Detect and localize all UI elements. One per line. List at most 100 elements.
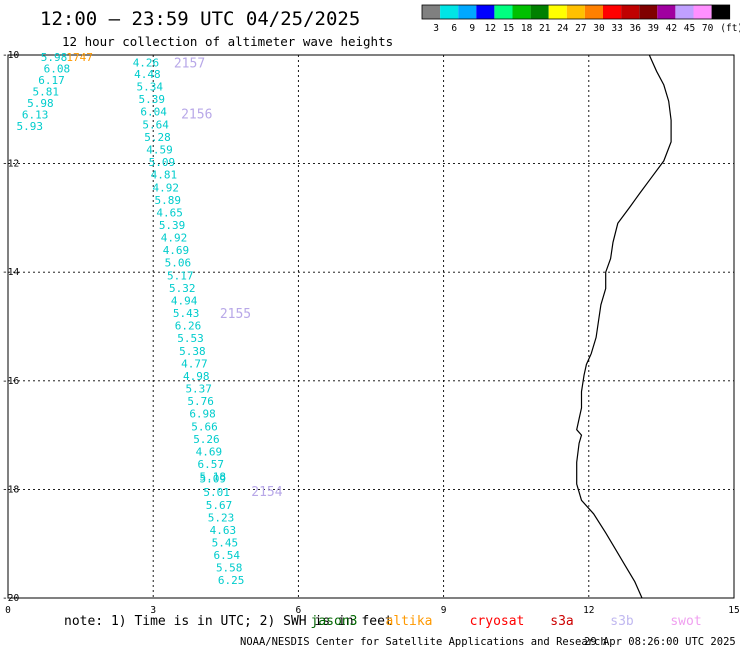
x-tick-label: 0 bbox=[5, 605, 11, 616]
pass-annotations: 2157 2156 2155 2154 bbox=[174, 57, 283, 500]
colorbar-label: 6 bbox=[451, 23, 457, 34]
satellite-legend-item: cryosat bbox=[470, 614, 525, 629]
wave-height-label: 4.81 bbox=[151, 168, 178, 181]
page-subtitle: 12 hour collection of altimeter wave hei… bbox=[62, 34, 393, 49]
wave-height-label: 6.08 bbox=[44, 63, 71, 76]
wave-height-label: 6.54 bbox=[214, 549, 241, 562]
colorbar-label: 30 bbox=[593, 23, 605, 34]
wave-height-label: 5.18 bbox=[199, 470, 226, 483]
colorbar-swatch bbox=[621, 5, 640, 19]
wave-height-label: 6.57 bbox=[198, 458, 225, 471]
footer-credit: NOAA/NESDIS Center for Satellite Applica… bbox=[240, 636, 607, 648]
colorbar-swatch bbox=[584, 5, 603, 19]
colorbar-label: 15 bbox=[503, 23, 514, 34]
colorbar-swatch bbox=[566, 5, 585, 19]
wave-height-label: 6.04 bbox=[140, 105, 167, 118]
wave-height-label: 5.09 bbox=[149, 156, 176, 169]
pass-number-label: 2157 bbox=[174, 57, 205, 72]
colorbar-label: 18 bbox=[521, 23, 533, 34]
x-tick-label: 6 bbox=[296, 605, 302, 616]
wave-height-label: 5.76 bbox=[187, 395, 214, 408]
grid-lines bbox=[8, 55, 734, 598]
wave-height-label: 4.26 bbox=[133, 57, 160, 70]
wave-height-label: 5.28 bbox=[144, 131, 171, 144]
wave-height-label: 5.89 bbox=[154, 194, 181, 207]
wave-height-label: 5.38 bbox=[179, 345, 206, 358]
footer-timestamp: 29 Apr 08:26:00 UTC 2025 bbox=[584, 636, 736, 648]
wave-height-label: 4.69 bbox=[196, 445, 223, 458]
wave-height-label: 5.45 bbox=[212, 537, 239, 550]
wave-height-label: 5.98 bbox=[27, 97, 54, 110]
colorbar-swatch bbox=[548, 5, 567, 19]
wave-height-label: 4.48 bbox=[134, 68, 161, 81]
x-tick-label: 3 bbox=[150, 605, 156, 616]
wave-height-label: 6.17 bbox=[38, 74, 65, 87]
colorbar-swatch bbox=[711, 5, 730, 19]
wave-height-label: 1747 bbox=[66, 51, 93, 64]
wave-height-label: 5.37 bbox=[185, 382, 212, 395]
wave-height-label: 4.69 bbox=[163, 244, 190, 257]
y-tick-label: -12 bbox=[2, 159, 19, 170]
axis-ticks: 0 3 6 9 12 15 -10 -12 -14 -16 -18 -20 bbox=[2, 50, 740, 616]
colorbar-label: 42 bbox=[666, 23, 677, 34]
satellite-legend-item: s3b bbox=[610, 614, 634, 629]
pass-number-label: 2156 bbox=[181, 108, 212, 123]
wave-height-label: 4.65 bbox=[156, 206, 183, 219]
x-tick-label: 15 bbox=[728, 605, 739, 616]
y-tick-label: -18 bbox=[2, 484, 19, 495]
wave-height-label: 4.59 bbox=[146, 143, 173, 156]
colorbar-label: 27 bbox=[575, 23, 586, 34]
colorbar-swatch bbox=[675, 5, 694, 19]
satellite-legend-item: jason3 bbox=[311, 614, 358, 629]
colorbar-swatch bbox=[458, 5, 477, 19]
colorbar-swatch bbox=[422, 5, 441, 19]
wave-height-label: 5.32 bbox=[169, 282, 196, 295]
colorbar-label: 39 bbox=[648, 23, 660, 34]
wave-height-label: 5.06 bbox=[165, 256, 192, 269]
wave-height-label: 5.81 bbox=[33, 85, 60, 98]
wave-height-label: 5.66 bbox=[191, 420, 218, 433]
satellite-legend-item: altika bbox=[386, 614, 433, 629]
data-marks: 6.086.175.815.986.135.935.98 1747 4.264.48… bbox=[17, 51, 245, 587]
x-tick-label: 12 bbox=[583, 605, 594, 616]
pass-number-label: 2155 bbox=[220, 307, 251, 322]
wave-height-label: 5.93 bbox=[17, 120, 44, 133]
wave-height-label: 5.39 bbox=[138, 93, 165, 106]
colorbar-label: 24 bbox=[557, 23, 569, 34]
colorbar-label: 45 bbox=[684, 23, 695, 34]
wave-height-label: 6.25 bbox=[218, 574, 245, 587]
wave-height-label: 5.67 bbox=[206, 499, 233, 512]
wave-height-label: 5.34 bbox=[137, 80, 164, 93]
wave-height-label: 6.13 bbox=[22, 109, 49, 122]
colorbar-frame bbox=[421, 4, 731, 20]
wave-height-label: 5.53 bbox=[177, 332, 204, 345]
colorbar-label: 3 bbox=[433, 23, 439, 34]
colorbar-label: 12 bbox=[485, 23, 496, 34]
wave-height-label: 4.63 bbox=[210, 524, 237, 537]
wave-height-label: 6.98 bbox=[189, 407, 216, 420]
colorbar-label: 9 bbox=[469, 23, 475, 34]
wave-height-label: 5.98 bbox=[41, 51, 68, 64]
colorbar-label: 33 bbox=[611, 23, 622, 34]
colorbar-swatch bbox=[512, 5, 531, 19]
wave-height-label: 4.98 bbox=[183, 370, 210, 383]
y-tick-label: -16 bbox=[2, 376, 19, 387]
colorbar-swatch bbox=[476, 5, 495, 19]
wave-height-label: 5.43 bbox=[173, 307, 200, 320]
y-tick-label: -10 bbox=[2, 50, 19, 61]
pass-number-label: 2154 bbox=[251, 485, 282, 500]
wave-height-label: 5.23 bbox=[208, 512, 235, 525]
page-title: 12:00 — 23:59 UTC 04/25/2025 bbox=[40, 8, 360, 30]
wave-height-label: 4.94 bbox=[171, 294, 198, 307]
coastline bbox=[576, 54, 672, 599]
wave-height-label: 5.17 bbox=[167, 269, 194, 282]
colorbar-label: 70 bbox=[702, 23, 714, 34]
colorbar-swatch bbox=[603, 5, 622, 19]
plot-frame bbox=[7, 54, 735, 599]
wave-height-label: 5.01 bbox=[203, 486, 230, 499]
wave-height-label: 5.64 bbox=[142, 119, 169, 132]
colorbar-label: 36 bbox=[629, 23, 641, 34]
x-tick-label: 9 bbox=[441, 605, 447, 616]
